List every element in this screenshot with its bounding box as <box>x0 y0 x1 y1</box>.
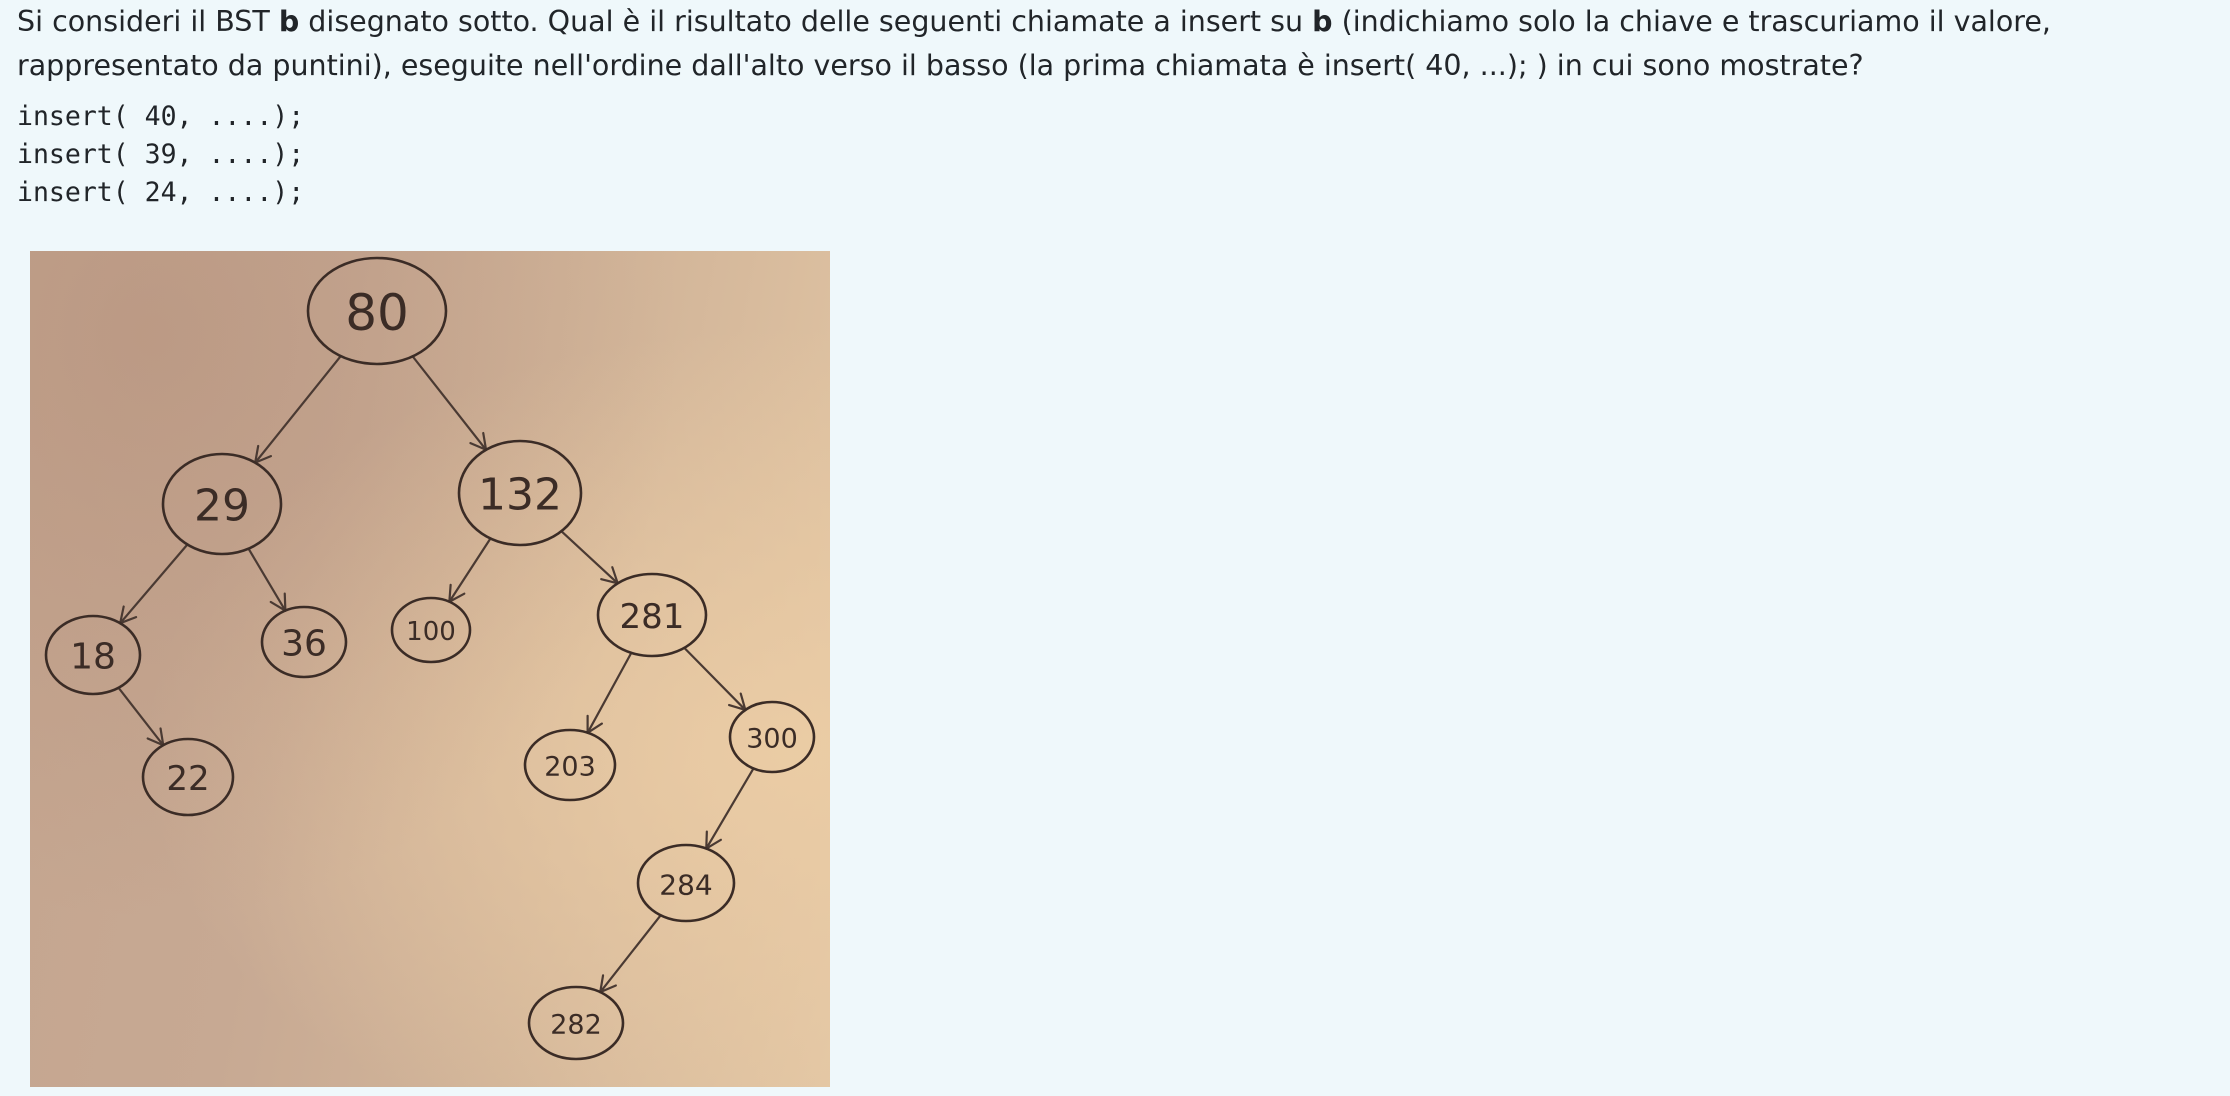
tree-edge-line <box>254 355 342 464</box>
question-part-3: (indichiamo solo la chiave e trascuriamo… <box>17 5 2051 82</box>
question-part-1: Si consideri il BST <box>17 5 279 38</box>
tree-edge <box>683 646 747 712</box>
tree-edge-line <box>586 651 633 734</box>
tree-edge-line <box>119 543 189 625</box>
tree-edge-line <box>683 646 747 712</box>
bst-drawing: 80 29 132 18 36 100 281 22 203 300 284 282 <box>44 256 816 1061</box>
question-bst-name-1: b <box>278 5 300 38</box>
tree-edge-line <box>411 355 488 451</box>
node-circle <box>523 728 617 802</box>
node-label: 282 <box>550 1010 602 1041</box>
tree-node-29: 29 <box>161 452 283 556</box>
code-line-2: insert( 39, ....); <box>17 139 305 170</box>
tree-edge <box>117 686 165 747</box>
node-label: 22 <box>166 759 209 799</box>
node-label: 284 <box>659 869 712 902</box>
tree-edge <box>119 543 189 625</box>
tree-edge <box>247 547 287 612</box>
node-circle <box>596 572 708 658</box>
tree-edge-line <box>705 767 755 850</box>
tree-node-203: 203 <box>523 728 617 802</box>
question-part-2: disegnato sotto. Qual è il risultato del… <box>299 5 1313 38</box>
node-label: 100 <box>406 617 456 647</box>
tree-nodes: 80 29 132 18 36 100 281 22 203 300 284 282 <box>44 256 816 1061</box>
tree-node-80: 80 <box>306 256 448 366</box>
node-label: 203 <box>544 752 596 783</box>
node-circle <box>390 596 472 664</box>
tree-edge <box>448 537 492 603</box>
node-circle <box>161 452 283 556</box>
tree-edge <box>560 530 619 585</box>
node-circle <box>44 614 142 696</box>
tree-node-36: 36 <box>260 605 348 679</box>
bst-photo: 80 29 132 18 36 100 281 22 203 300 284 282 <box>30 251 830 1087</box>
tree-edge <box>599 914 662 994</box>
tree-edge <box>254 355 342 464</box>
tree-edge-line <box>448 537 492 603</box>
tree-node-284: 284 <box>636 843 736 923</box>
node-label: 281 <box>620 597 685 637</box>
node-label: 36 <box>281 624 327 665</box>
node-label: 80 <box>345 284 409 342</box>
tree-edge-line <box>247 547 287 612</box>
node-circle <box>636 843 736 923</box>
code-block: insert( 40, ....); insert( 39, ....); inse… <box>17 98 304 212</box>
node-circle <box>306 256 448 366</box>
node-circle <box>527 985 625 1061</box>
code-line-3: insert( 24, ....); <box>17 177 305 208</box>
tree-edge-line <box>560 530 619 585</box>
tree-edges <box>117 355 755 994</box>
tree-node-281: 281 <box>596 572 708 658</box>
tree-node-100: 100 <box>390 596 472 664</box>
node-label: 29 <box>194 481 250 532</box>
tree-edge-line <box>599 914 662 994</box>
tree-node-132: 132 <box>457 439 583 547</box>
node-label: 300 <box>746 724 798 755</box>
tree-node-18: 18 <box>44 614 142 696</box>
tree-edge <box>586 651 633 734</box>
node-circle <box>457 439 583 547</box>
tree-node-22: 22 <box>141 737 235 817</box>
tree-node-282: 282 <box>527 985 625 1061</box>
tree-edge <box>705 767 755 850</box>
node-circle <box>728 700 816 774</box>
node-label: 18 <box>70 637 116 678</box>
tree-edge <box>411 355 488 451</box>
question-bst-name-2: b <box>1312 5 1333 38</box>
tree-edge-line <box>117 686 165 747</box>
node-label: 132 <box>478 470 562 521</box>
node-circle <box>260 605 348 679</box>
code-line-1: insert( 40, ....); <box>17 101 305 132</box>
node-circle <box>141 737 235 817</box>
tree-node-300: 300 <box>728 700 816 774</box>
question-text: Si consideri il BST b disegnato sotto. Q… <box>17 0 2212 88</box>
